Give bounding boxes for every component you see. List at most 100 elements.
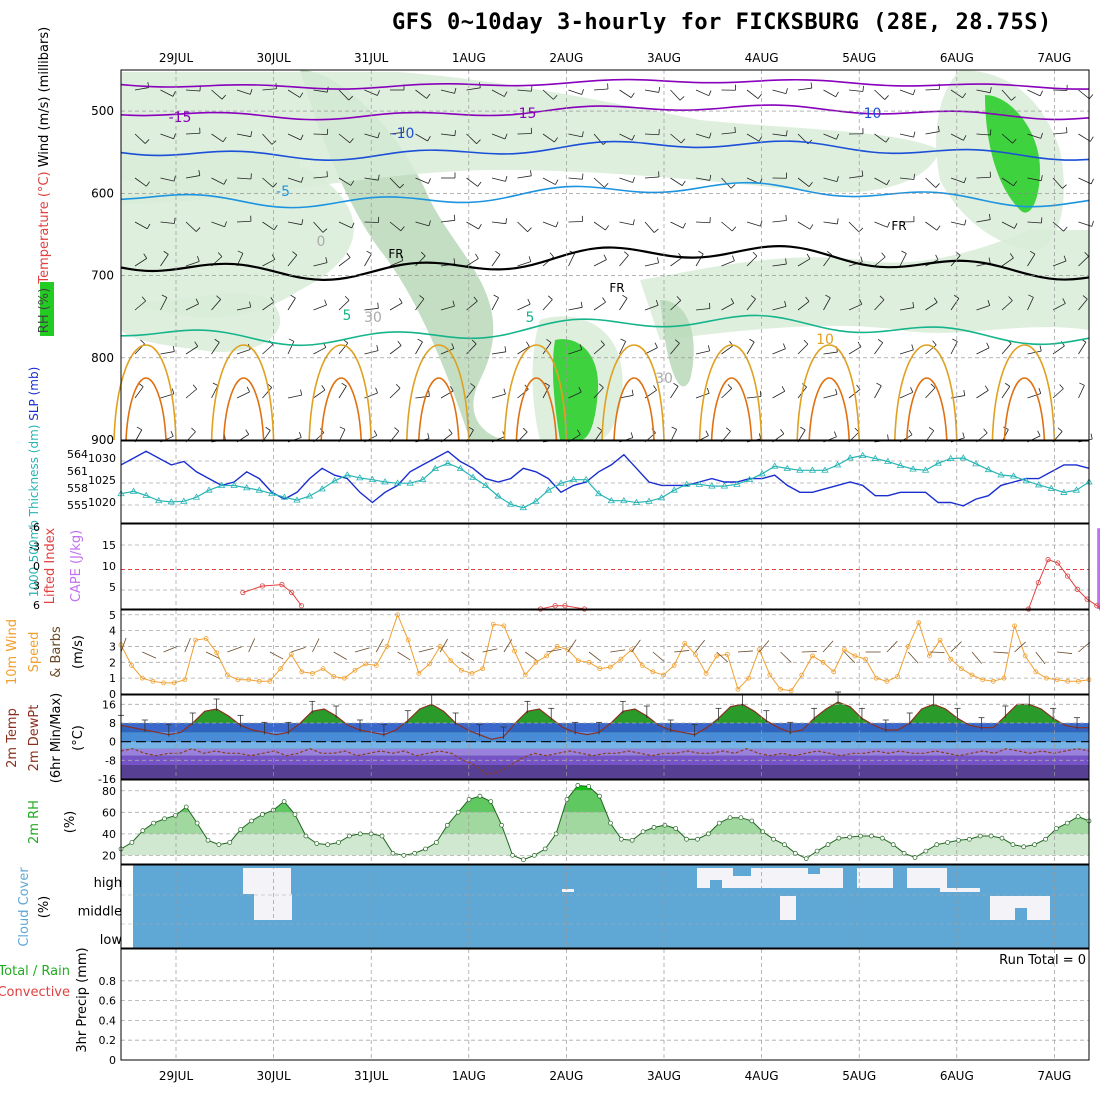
rh-point-80 [988, 833, 994, 839]
rh-ylabel-a: 2m RH [27, 800, 42, 844]
wind-barb-3-0 [134, 221, 151, 230]
wind-barb-flag-5-19 [622, 294, 628, 299]
wind-barb-staff-6-24 [746, 341, 755, 355]
wind-barb-flag-6-20 [654, 342, 658, 348]
wind-barb-flag-6-31 [932, 340, 937, 346]
contour-label-11: 30 [364, 310, 382, 326]
wind-barb-7-23 [721, 384, 733, 399]
wind-barb-flag-4-0 [143, 253, 148, 259]
wind-barb-staff-3-19 [619, 221, 634, 226]
cloud-ylabel-a-part-0: Cloud Cover [17, 867, 32, 947]
wind-barb-5-10 [389, 297, 403, 311]
wind-point-86 [1033, 669, 1039, 675]
wind-barb-5-17 [568, 301, 583, 311]
wind-barb-7-19 [619, 389, 634, 399]
wind-barb-flag-5-31 [933, 297, 938, 303]
wind-barb-0-29 [874, 89, 889, 100]
rh-band-0 [121, 833, 1089, 856]
day-label-top-5: 3AUG [647, 51, 681, 65]
wind-barb-2-36 [1052, 177, 1067, 189]
wind-barb-flag-3-19 [632, 219, 635, 225]
wind-barb-flag-1-10 [402, 126, 405, 133]
wind-barb-flag-4-34 [1009, 253, 1014, 259]
wind-barb-flag-2-37 [1090, 178, 1094, 185]
wind-barb-flag-0-1 [172, 91, 176, 97]
wind-barb-flag-3-12 [453, 214, 456, 221]
wind-barb-staff-4-5 [262, 259, 276, 267]
wind-barb-flag-8-26 [800, 426, 806, 431]
rh-point-74 [923, 848, 929, 854]
wind-barb-0-20 [644, 86, 661, 93]
wind-barb-3-30 [899, 216, 915, 223]
cloud-block-8 [800, 868, 830, 882]
wind-barb-flag-0-8 [348, 95, 354, 101]
rh-point-3 [151, 820, 156, 826]
contour-label-8: 5 [343, 308, 352, 324]
temp-contour-plus10-day-5 [601, 344, 665, 441]
wind-barb-staff-7-13 [466, 386, 476, 399]
wind-barb-staff-7-2 [185, 388, 197, 399]
wind-point-36 [501, 623, 507, 629]
wind-barb-flag-4-2 [197, 256, 200, 262]
wind-barb-staff-6-34 [1001, 343, 1012, 355]
cape-ylabel-part-0: CAPE (J/kg) [69, 530, 84, 602]
wind-barb-2-2 [185, 169, 201, 179]
wind-point-65 [810, 653, 815, 659]
thickness-marker-56 [821, 466, 829, 473]
wind-tick-5: 5 [109, 609, 116, 622]
wind-barb-flag-4-27 [826, 251, 832, 255]
contour-label-5: FR [388, 247, 403, 261]
wind-barb-flag-3-29 [887, 221, 890, 228]
wind-barb-staff-2-8 [338, 177, 352, 186]
wind-barb-staff-3-24 [746, 221, 761, 227]
wind-barb-staff-4-8 [338, 257, 351, 267]
lifted-point-0-2 [279, 582, 285, 588]
rh-region-1 [121, 292, 281, 352]
wind-barb-flag-0-37 [1089, 94, 1094, 100]
wind-barb-staff-0-35 [1027, 89, 1041, 97]
temp-contour-minus15 [120, 104, 1090, 121]
thickness-marker-51 [758, 470, 766, 477]
chart-title: GFS 0~10day 3-hourly for FICKSBURG (28E,… [392, 10, 1052, 35]
wind-barb-2-22 [695, 174, 712, 181]
wind-barb-3-1 [160, 217, 176, 224]
wind-barb-flag-7-24 [759, 390, 762, 397]
wind-barb-staff-4-13 [466, 258, 479, 267]
wind-barb-flag-6-24 [749, 338, 755, 343]
wind-barb-staff-4-29 [874, 256, 886, 267]
wind-barb-staff-4-21 [670, 257, 683, 267]
wind-barb-flag-7-14 [503, 388, 506, 395]
thickness-marker-47 [708, 482, 716, 489]
rh-point-16 [292, 812, 298, 817]
wind-tick-2: 2 [109, 656, 116, 669]
wind-barb-flag-3-2 [195, 227, 201, 232]
wind-barb-flag-1-27 [836, 133, 839, 140]
thickness-marker-58 [846, 454, 854, 461]
temp-contour-plus10-day-9 [991, 344, 1056, 441]
wind-barb-4-36 [1052, 255, 1067, 267]
wind-barb-flag-1-23 [734, 126, 736, 133]
wind-barb-flag-4-15 [528, 256, 532, 262]
wind-barb-flag-8-24 [758, 433, 762, 439]
rh-point-61 [782, 842, 787, 847]
thickness-marker-39 [607, 496, 615, 504]
wind-point-7 [193, 637, 198, 643]
rh-legend-swatch [40, 282, 54, 336]
wind-barb-7-6 [287, 389, 303, 399]
wind-barb-7-27 [823, 388, 838, 399]
wind-speed-line [120, 613, 1090, 692]
wind-barb-flag-0-21 [679, 96, 685, 101]
wind-point-16 [288, 651, 294, 657]
rh-point-76 [945, 840, 950, 845]
wind-barb-2-25 [772, 172, 787, 179]
wind10-barb-72 [886, 640, 898, 653]
wind-barb-2-18 [593, 177, 609, 188]
rh-point-21 [347, 833, 352, 839]
temp-tick--8: -8 [105, 754, 116, 767]
wind-barb-3-22 [695, 217, 711, 224]
lifted-point-0-3 [289, 589, 295, 596]
wind-barb-staff-6-4 [236, 349, 251, 355]
wind-point-88 [1054, 677, 1060, 683]
wind-tick-1: 1 [109, 672, 116, 685]
panel-frame-4 [120, 694, 1090, 780]
